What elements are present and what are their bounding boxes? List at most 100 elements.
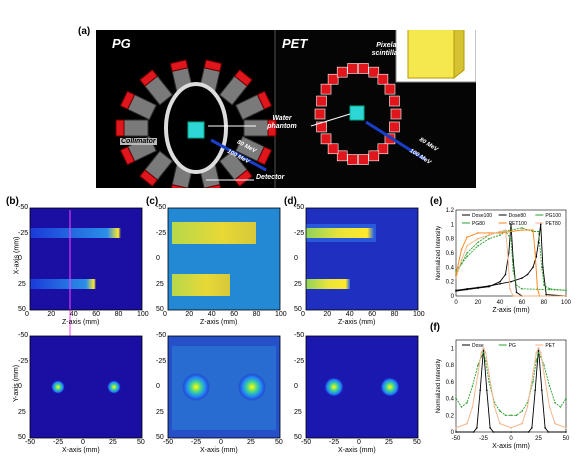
data-point bbox=[476, 427, 478, 429]
data-point bbox=[488, 381, 490, 383]
data-point bbox=[455, 397, 457, 400]
data-point bbox=[512, 270, 514, 272]
data-point bbox=[543, 372, 545, 375]
y-tick-label: 0.6 bbox=[446, 380, 455, 386]
data-point bbox=[548, 406, 551, 408]
data-point bbox=[543, 284, 545, 287]
map-ytick: 25 bbox=[294, 280, 302, 288]
map-xlabel: Z-axis (mm) bbox=[62, 319, 100, 326]
map-ytick: 0 bbox=[294, 383, 298, 390]
plot-area bbox=[455, 339, 567, 433]
series-line-pg80 bbox=[455, 230, 567, 291]
collimator-block bbox=[139, 150, 174, 187]
data-point bbox=[548, 288, 551, 290]
map-d-spot-right bbox=[380, 377, 400, 397]
data-point bbox=[488, 285, 490, 288]
map-b-beam-100 bbox=[30, 228, 121, 238]
data-point bbox=[499, 232, 501, 234]
data-point bbox=[559, 406, 562, 408]
data-point bbox=[460, 259, 463, 261]
data-point bbox=[455, 277, 457, 279]
map-xtick: -50 bbox=[301, 439, 312, 446]
data-point bbox=[510, 414, 512, 417]
legend-label: Dose80 bbox=[509, 213, 526, 219]
data-point bbox=[484, 360, 487, 362]
map-xtick: 50 bbox=[275, 439, 283, 446]
map-d-pet-bottom bbox=[306, 336, 418, 438]
data-point bbox=[510, 431, 512, 433]
map-c-spot-right bbox=[238, 373, 266, 401]
pet-detector-block bbox=[384, 83, 396, 95]
pixelated-scintillator-inset bbox=[395, 30, 476, 83]
pet-detector-block bbox=[327, 73, 339, 85]
map-ytick: 25 bbox=[294, 408, 302, 416]
legend-label: Dose100 bbox=[472, 213, 492, 219]
map-xlabel: Z-axis (mm) bbox=[338, 319, 376, 326]
data-point bbox=[499, 410, 501, 412]
map-xtick: 40 bbox=[345, 311, 354, 318]
pet-detector-block bbox=[327, 143, 339, 155]
map-xtick: 20 bbox=[47, 311, 56, 318]
pet-detector-block bbox=[377, 73, 389, 85]
map-b-spot-left bbox=[51, 380, 65, 394]
map-b-spot-right bbox=[107, 380, 121, 394]
map-d-pet-top bbox=[306, 208, 418, 310]
data-point bbox=[499, 230, 501, 233]
data-point bbox=[489, 427, 491, 429]
map-ytick: -25 bbox=[294, 357, 305, 365]
map-xtick: 25 bbox=[109, 439, 117, 446]
map-ytick: 50 bbox=[18, 306, 26, 313]
data-point bbox=[486, 389, 488, 391]
y-tick-label: 1 bbox=[451, 346, 455, 352]
x-axis-label: X-axis (mm) bbox=[492, 443, 530, 450]
map-ytick: 0 bbox=[18, 255, 22, 262]
pg-collimator-ring bbox=[115, 59, 277, 188]
y-tick-label: 0.6 bbox=[446, 251, 455, 257]
map-b-dose-bottom bbox=[30, 336, 142, 438]
map-b-beam-80 bbox=[30, 279, 96, 289]
data-point bbox=[515, 414, 518, 417]
x-tick-label: 40 bbox=[497, 300, 504, 306]
data-point bbox=[510, 229, 512, 231]
y-tick-label: 0.8 bbox=[446, 363, 455, 369]
map-xtick: 60 bbox=[92, 311, 100, 318]
panel-label-e: (e) bbox=[430, 196, 443, 207]
legend-label: PG100 bbox=[545, 213, 561, 219]
collimator-block bbox=[235, 90, 273, 121]
map-xtick: 40 bbox=[207, 311, 216, 318]
data-point bbox=[472, 431, 475, 433]
data-point bbox=[466, 236, 468, 239]
data-point bbox=[521, 288, 523, 290]
data-point bbox=[532, 266, 534, 269]
data-point bbox=[482, 351, 485, 354]
map-xtick: 50 bbox=[413, 439, 421, 446]
data-point bbox=[482, 347, 485, 350]
map-ytick: 25 bbox=[18, 280, 26, 288]
data-point bbox=[488, 232, 490, 234]
data-point bbox=[545, 293, 547, 296]
data-point bbox=[493, 406, 496, 408]
map-ytick: 0 bbox=[156, 255, 160, 262]
map-xtick: -25 bbox=[329, 439, 340, 446]
map-ytick: -50 bbox=[156, 204, 167, 211]
map-xtick: 0 bbox=[25, 311, 29, 318]
data-point bbox=[532, 381, 534, 383]
collimator-block bbox=[235, 135, 273, 166]
pet-detector-block bbox=[320, 83, 332, 95]
chart-f-lateral-profiles: -50 -25 0 25 50 0 0.2 0.4 0.6 0.8 1 X-axis (mm) Norm… bbox=[436, 339, 570, 450]
data-point bbox=[521, 227, 523, 229]
collimator-label: Collimator bbox=[120, 138, 157, 145]
map-xtick: 20 bbox=[185, 311, 194, 318]
collimator-block bbox=[119, 90, 157, 121]
map-ytick: 50 bbox=[156, 306, 164, 313]
data-point bbox=[521, 422, 523, 425]
data-point bbox=[466, 252, 468, 254]
data-point bbox=[542, 266, 544, 269]
data-point bbox=[565, 431, 567, 433]
panel-label-d: (d) bbox=[284, 196, 297, 207]
data-point bbox=[506, 252, 509, 254]
data-point bbox=[565, 289, 567, 292]
data-point bbox=[484, 351, 487, 354]
pet-detector-block bbox=[320, 133, 332, 145]
